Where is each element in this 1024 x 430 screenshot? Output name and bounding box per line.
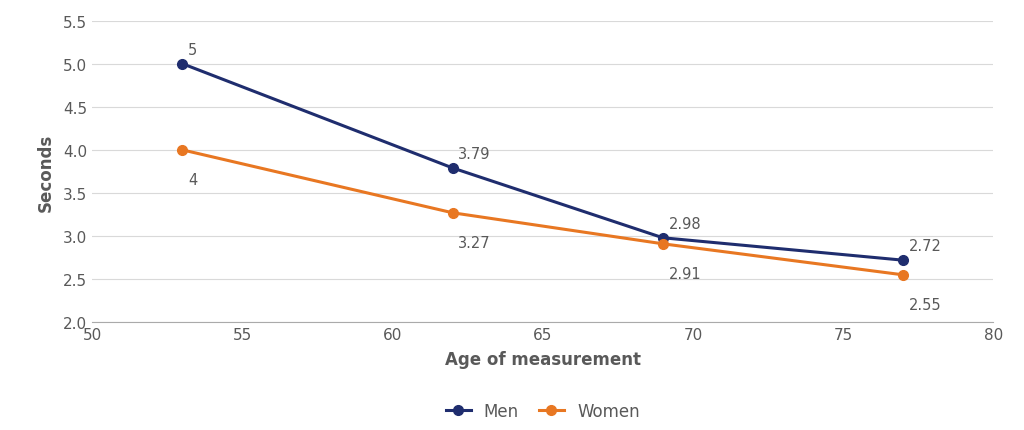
Women bbox=[897, 273, 909, 278]
Women bbox=[176, 148, 188, 153]
Men bbox=[897, 258, 909, 263]
Text: 2.91: 2.91 bbox=[669, 267, 701, 281]
Line: Women: Women bbox=[177, 146, 908, 280]
Text: 5: 5 bbox=[187, 43, 197, 58]
X-axis label: Age of measurement: Age of measurement bbox=[444, 350, 641, 369]
Women bbox=[446, 211, 459, 216]
Women bbox=[656, 242, 669, 247]
Text: 4: 4 bbox=[187, 173, 197, 187]
Text: 2.72: 2.72 bbox=[908, 239, 942, 254]
Men bbox=[176, 62, 188, 67]
Men bbox=[656, 236, 669, 241]
Y-axis label: Seconds: Seconds bbox=[37, 133, 54, 211]
Legend: Men, Women: Men, Women bbox=[440, 397, 645, 425]
Text: 3.27: 3.27 bbox=[458, 236, 490, 250]
Text: 2.55: 2.55 bbox=[908, 298, 941, 312]
Text: 2.98: 2.98 bbox=[669, 216, 701, 231]
Men bbox=[446, 166, 459, 171]
Text: 3.79: 3.79 bbox=[458, 147, 490, 162]
Line: Men: Men bbox=[177, 60, 908, 265]
